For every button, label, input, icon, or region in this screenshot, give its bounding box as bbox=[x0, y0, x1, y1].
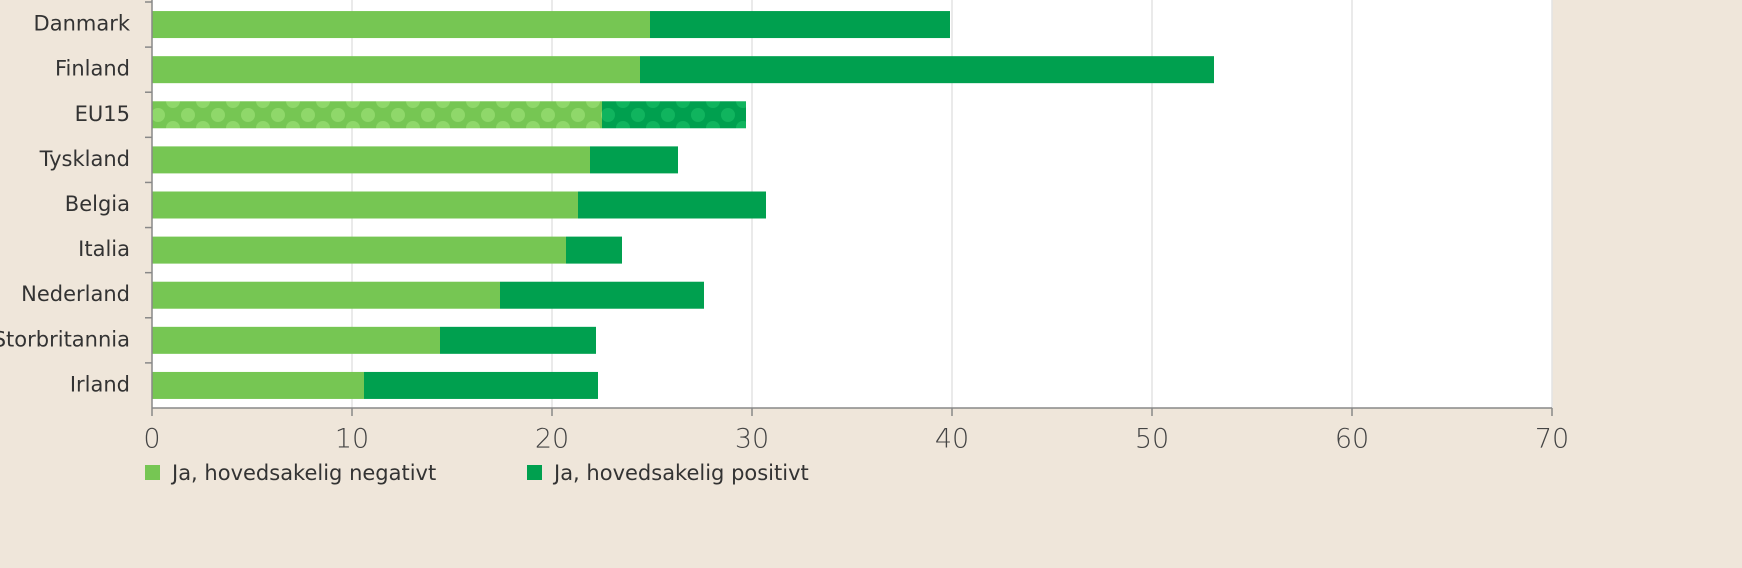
x-tick-label: 20 bbox=[535, 424, 569, 455]
bar-segment bbox=[640, 56, 1214, 84]
bar-segment bbox=[152, 146, 590, 174]
bar-segment bbox=[152, 326, 440, 354]
y-tick-label: Nederland bbox=[21, 282, 130, 306]
x-tick-label: 70 bbox=[1535, 424, 1569, 455]
x-tick-label: 10 bbox=[335, 424, 369, 455]
bar-segment bbox=[566, 236, 622, 264]
y-tick-label: Storbritannia bbox=[0, 327, 130, 351]
y-tick-label: Italia bbox=[78, 237, 130, 261]
bar-segment bbox=[590, 146, 678, 174]
y-tick-label: Tyskland bbox=[39, 147, 130, 171]
bar-segment bbox=[364, 371, 598, 399]
x-tick-label: 60 bbox=[1335, 424, 1369, 455]
y-tick-label: EU15 bbox=[75, 102, 130, 126]
bar-segment bbox=[650, 11, 950, 39]
legend-label: Ja, hovedsakelig negativt bbox=[170, 461, 436, 485]
bar-segment bbox=[500, 281, 704, 309]
legend-swatch bbox=[527, 465, 542, 480]
x-tick-label: 30 bbox=[735, 424, 769, 455]
bar-segment bbox=[152, 101, 602, 129]
y-tick-label: Belgia bbox=[65, 192, 130, 216]
bar-segment bbox=[152, 191, 578, 219]
bar-segment bbox=[440, 326, 596, 354]
bar-segment bbox=[602, 101, 746, 129]
bar-segment bbox=[152, 11, 650, 39]
y-tick-label: Finland bbox=[55, 57, 130, 81]
x-tick-label: 0 bbox=[143, 424, 160, 455]
y-tick-label: Danmark bbox=[34, 12, 131, 36]
bar-segment bbox=[152, 371, 364, 399]
bar-segment bbox=[152, 281, 500, 309]
legend-label: Ja, hovedsakelig positivt bbox=[552, 461, 809, 485]
bar-segment bbox=[152, 56, 640, 84]
bar-segment bbox=[578, 191, 766, 219]
x-tick-label: 40 bbox=[935, 424, 969, 455]
bar-segment bbox=[152, 236, 566, 264]
x-tick-label: 50 bbox=[1135, 424, 1169, 455]
legend-swatch bbox=[145, 465, 160, 480]
y-tick-label: Irland bbox=[70, 372, 130, 396]
